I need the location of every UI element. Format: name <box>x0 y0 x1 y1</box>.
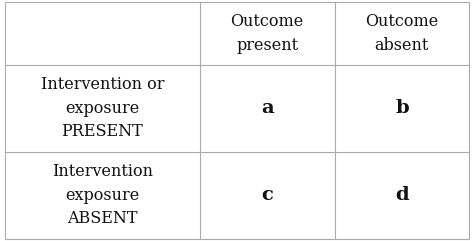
Text: Intervention or
exposure
PRESENT: Intervention or exposure PRESENT <box>41 76 164 140</box>
Text: b: b <box>395 99 409 117</box>
Text: a: a <box>261 99 273 117</box>
Text: Intervention
exposure
ABSENT: Intervention exposure ABSENT <box>52 163 153 227</box>
Text: c: c <box>261 186 273 204</box>
Text: Outcome
absent: Outcome absent <box>365 13 438 54</box>
Text: d: d <box>395 186 409 204</box>
Text: Outcome
present: Outcome present <box>230 13 304 54</box>
